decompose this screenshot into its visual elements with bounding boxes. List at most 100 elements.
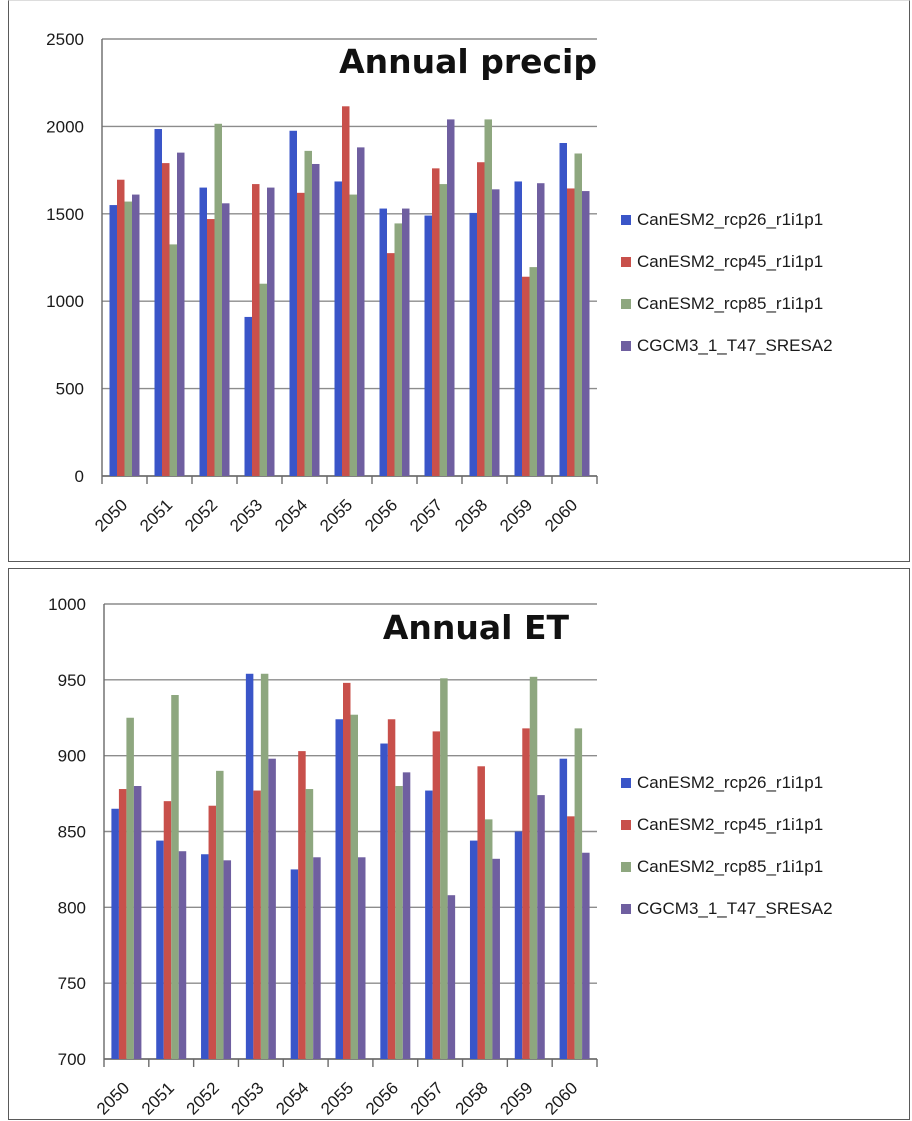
precip-bar bbox=[334, 181, 342, 476]
et-xtick-label: 2053 bbox=[228, 1078, 268, 1118]
precip-bar bbox=[267, 187, 275, 476]
et-bar bbox=[484, 819, 493, 1059]
precip-chart-panel: 0 500 1000 1500 2000 2500 2050 2051 2052 2053 2054… bbox=[8, 0, 910, 562]
precip-xtick-label: 2059 bbox=[496, 495, 536, 535]
precip-bar bbox=[559, 143, 567, 477]
et-bar bbox=[395, 786, 403, 1059]
precip-ytick-label: 0 bbox=[75, 467, 84, 486]
et-xtick-label: 2058 bbox=[452, 1078, 492, 1118]
et-legend-swatch bbox=[621, 862, 631, 872]
precip-xtick-label: 2055 bbox=[316, 495, 356, 535]
et-ytick-label: 700 bbox=[58, 1050, 86, 1069]
precip-bar bbox=[349, 194, 357, 476]
precip-ytick-label: 1000 bbox=[46, 292, 84, 311]
et-bar bbox=[522, 728, 530, 1059]
et-legend-swatch bbox=[621, 904, 631, 914]
precip-bar bbox=[222, 203, 230, 476]
et-ytick-label: 850 bbox=[58, 823, 86, 842]
et-legend-label: CGCM3_1_T47_SRESA2 bbox=[637, 899, 833, 918]
precip-bar bbox=[132, 194, 140, 476]
et-legend-label: CanESM2_rcp26_r1i1p1 bbox=[637, 773, 823, 792]
et-bar bbox=[118, 789, 127, 1059]
precip-xtick-label: 2051 bbox=[136, 495, 176, 535]
precip-bar bbox=[199, 187, 207, 476]
et-bar bbox=[514, 831, 523, 1059]
precip-legend-label: CanESM2_rcp85_r1i1p1 bbox=[637, 294, 823, 313]
precip-bar bbox=[342, 106, 350, 476]
precip-bar bbox=[169, 244, 177, 476]
precip-bar bbox=[252, 184, 260, 477]
precip-bar bbox=[529, 267, 537, 476]
et-bar bbox=[253, 790, 261, 1059]
et-legend-swatch bbox=[621, 778, 631, 788]
et-legend-label: CanESM2_rcp85_r1i1p1 bbox=[637, 857, 823, 876]
et-bar bbox=[492, 858, 500, 1059]
precip-bar bbox=[567, 188, 575, 477]
precip-bar bbox=[124, 201, 132, 476]
et-bar bbox=[268, 758, 276, 1059]
precip-bar bbox=[432, 168, 440, 477]
precip-bar bbox=[297, 192, 305, 476]
precip-legend-swatch bbox=[621, 299, 631, 309]
precip-bar bbox=[312, 163, 320, 476]
et-bar bbox=[582, 852, 590, 1059]
et-bar bbox=[440, 678, 448, 1059]
et-bar bbox=[567, 816, 575, 1059]
et-bar bbox=[223, 860, 232, 1059]
precip-bar bbox=[289, 130, 297, 476]
precip-bar bbox=[304, 150, 312, 476]
precip-bar bbox=[117, 179, 125, 477]
et-legend-label: CanESM2_rcp45_r1i1p1 bbox=[637, 815, 823, 834]
et-bar bbox=[402, 772, 411, 1059]
precip-bar bbox=[154, 129, 162, 476]
precip-bar bbox=[177, 152, 185, 476]
et-xtick-label: 2054 bbox=[272, 1078, 312, 1118]
precip-bar bbox=[379, 208, 387, 476]
precip-bar bbox=[537, 183, 545, 476]
precip-legend-swatch bbox=[621, 257, 631, 267]
et-bar bbox=[477, 766, 485, 1059]
et-chart-panel: 700 750 800 850 900 950 1000 2050 2051 2052 2053 20… bbox=[8, 568, 910, 1120]
et-bar bbox=[350, 714, 358, 1059]
precip-xtick-label: 2057 bbox=[406, 495, 446, 535]
et-bar bbox=[380, 743, 388, 1059]
precip-legend-label: CanESM2_rcp45_r1i1p1 bbox=[637, 252, 823, 271]
precip-bar bbox=[424, 215, 432, 476]
et-xtick-label: 2056 bbox=[362, 1078, 402, 1118]
et-bar bbox=[559, 758, 568, 1059]
precip-bar bbox=[357, 147, 365, 476]
et-ytick-label: 950 bbox=[58, 671, 86, 690]
precip-legend-label: CGCM3_1_T47_SRESA2 bbox=[637, 336, 833, 355]
precip-bar bbox=[492, 189, 500, 476]
et-bar bbox=[208, 805, 217, 1059]
et-xtick-label: 2051 bbox=[138, 1078, 178, 1118]
precip-xtick-label: 2052 bbox=[181, 495, 221, 535]
precip-bar bbox=[477, 162, 485, 476]
et-bar bbox=[216, 770, 224, 1059]
et-bar bbox=[290, 869, 299, 1059]
et-bar bbox=[163, 801, 172, 1059]
et-bar bbox=[335, 719, 343, 1059]
precip-bar bbox=[574, 153, 582, 476]
et-ytick-label: 750 bbox=[58, 974, 86, 993]
precip-bar bbox=[162, 163, 170, 476]
precip-bar bbox=[402, 208, 410, 476]
precip-bar bbox=[484, 119, 492, 477]
precip-xtick-label: 2053 bbox=[226, 495, 266, 535]
et-bar bbox=[201, 854, 209, 1059]
precip-chart-title: Annual precip bbox=[339, 42, 597, 81]
et-bar bbox=[156, 840, 164, 1059]
precip-bar bbox=[259, 283, 267, 476]
et-bar bbox=[298, 751, 306, 1059]
et-ytick-label: 800 bbox=[58, 898, 86, 917]
precip-legend-swatch bbox=[621, 341, 631, 351]
et-xtick-label: 2057 bbox=[407, 1078, 447, 1118]
et-bar bbox=[447, 895, 456, 1059]
et-xtick-label: 2060 bbox=[541, 1078, 581, 1118]
precip-ytick-label: 2000 bbox=[46, 117, 84, 136]
precip-bar bbox=[469, 212, 477, 476]
precip-legend-swatch bbox=[621, 215, 631, 225]
et-bar bbox=[133, 786, 142, 1059]
et-ytick-label: 1000 bbox=[48, 595, 86, 614]
et-legend-swatch bbox=[621, 820, 631, 830]
